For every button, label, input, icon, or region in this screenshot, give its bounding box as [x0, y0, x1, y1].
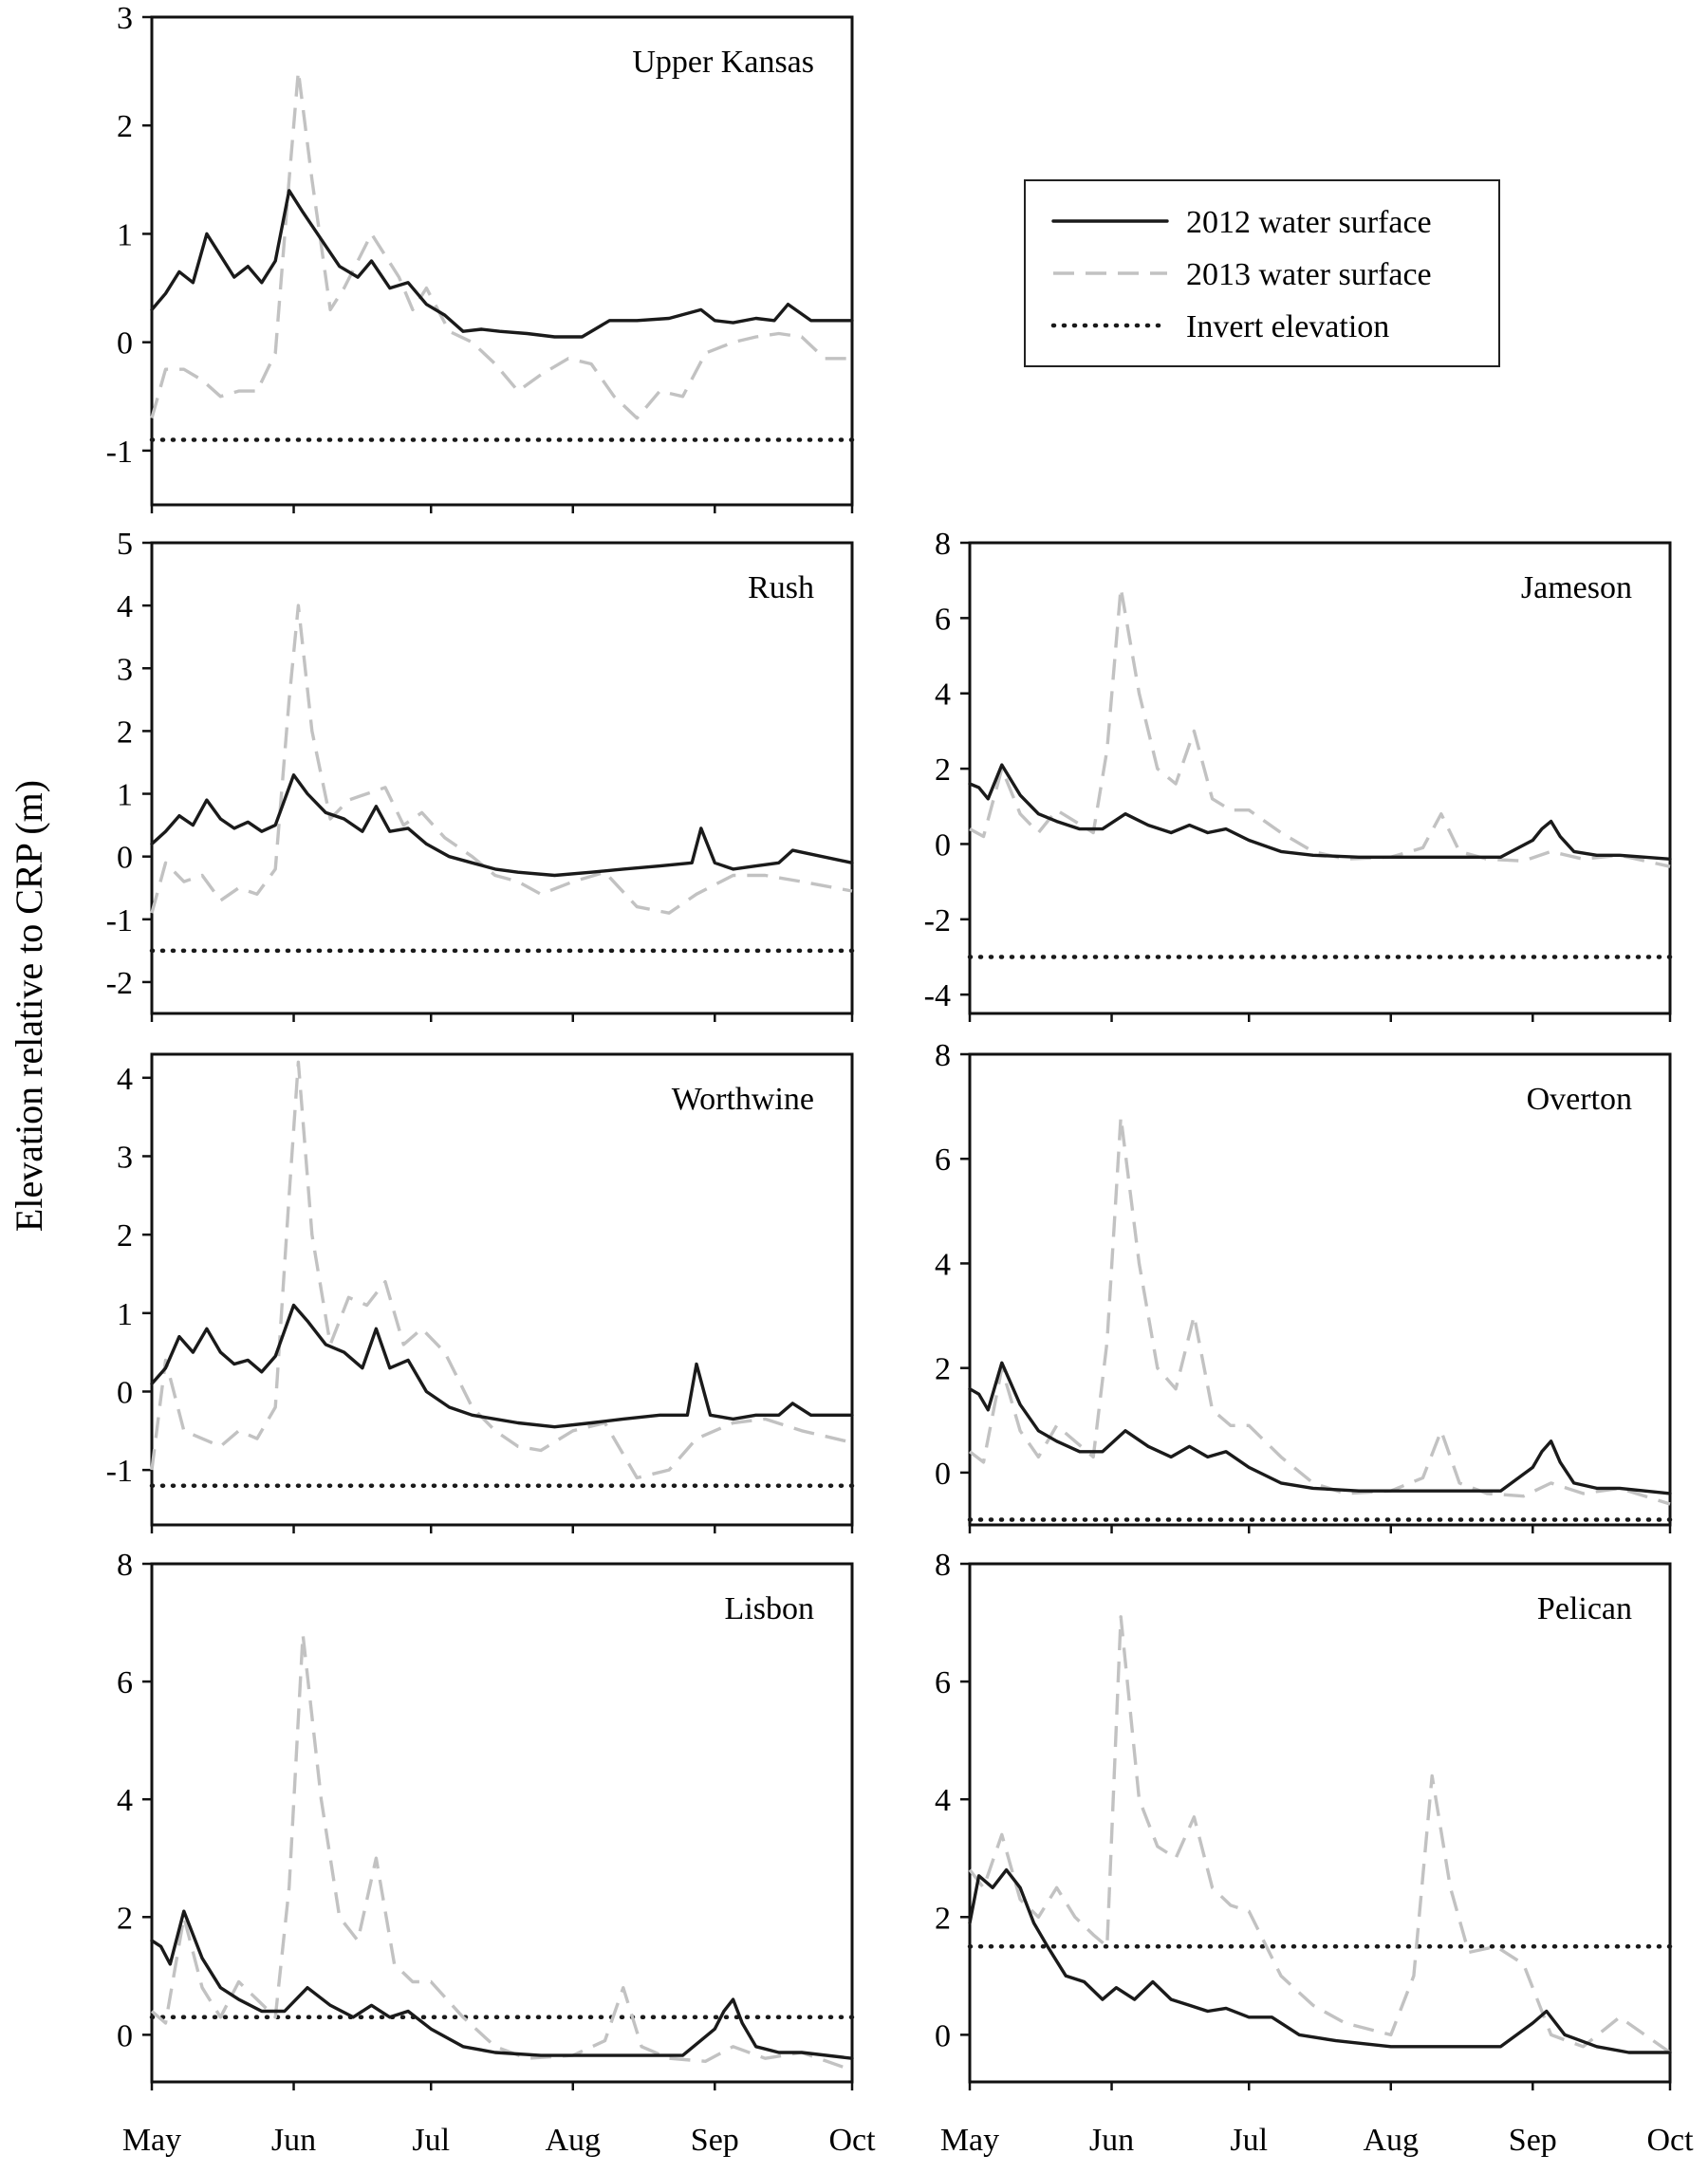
y-tick-label-rush: 3 — [117, 652, 133, 687]
y-tick-label-lisbon: 6 — [117, 1665, 133, 1700]
series-line-2012-water-surface-jameson — [968, 763, 1672, 861]
x-tick-label-pelican: Oct — [1646, 2123, 1694, 2158]
y-tick-label-overton: 4 — [935, 1247, 951, 1282]
y-tick-label-rush: -1 — [106, 903, 133, 938]
y-tick-label-worthwine: -1 — [106, 1454, 133, 1489]
legend-label-2013-water-surface: 2013 water surface — [1186, 257, 1432, 292]
x-tick-label-lisbon: Jul — [412, 2123, 450, 2158]
y-tick-label-overton: 8 — [935, 1038, 951, 1073]
y-tick-label-overton: 0 — [935, 1457, 951, 1492]
y-tick-label-pelican: 6 — [935, 1665, 951, 1700]
site-label-overton: Overton — [1527, 1082, 1632, 1117]
panel-frame-rush — [150, 541, 854, 1015]
x-tick-label-lisbon: Sep — [691, 2123, 739, 2158]
y-tick-label-jameson: 4 — [935, 678, 951, 713]
series-line-2013-water-surface-jameson — [969, 585, 1671, 868]
y-tick-label-jameson: -4 — [924, 978, 951, 1013]
y-tick-label-upper-kansas: 0 — [117, 326, 133, 362]
y-tick-label-pelican: 0 — [935, 2018, 951, 2053]
series-line-2012-water-surface-upper-kansas — [150, 189, 854, 339]
y-tick-label-jameson: 2 — [935, 752, 951, 788]
y-tick-label-rush: 5 — [117, 527, 133, 562]
x-tick-label-pelican: May — [940, 2123, 999, 2158]
x-tick-label-pelican: Sep — [1509, 2123, 1557, 2158]
y-tick-label-jameson: 6 — [935, 602, 951, 637]
series-line-2012-water-surface-overton — [968, 1361, 1672, 1495]
panel-frame-upper-kansas — [150, 15, 854, 507]
y-tick-label-pelican: 4 — [935, 1783, 951, 1818]
panel-frame-pelican — [968, 1562, 1672, 2084]
y-tick-label-rush: -2 — [106, 966, 133, 1001]
site-label-rush: Rush — [748, 570, 814, 605]
legend-label-2012-water-surface: 2012 water surface — [1186, 205, 1432, 240]
y-tick-label-pelican: 8 — [935, 1548, 951, 1583]
y-tick-label-worthwine: 1 — [117, 1297, 133, 1332]
series-line-2012-water-surface-lisbon — [150, 1909, 854, 2060]
panel-frame-worthwine — [150, 1052, 854, 1527]
site-label-pelican: Pelican — [1537, 1591, 1632, 1626]
y-tick-label-lisbon: 4 — [117, 1783, 133, 1818]
y-tick-label-upper-kansas: 1 — [117, 217, 133, 252]
x-tick-label-lisbon: Jun — [271, 2123, 316, 2158]
site-label-upper-kansas: Upper Kansas — [632, 45, 814, 80]
y-tick-label-worthwine: 0 — [117, 1375, 133, 1410]
y-tick-label-rush: 4 — [117, 589, 133, 624]
y-tick-label-upper-kansas: 3 — [117, 1, 133, 36]
series-line-2013-water-surface-pelican — [968, 1615, 1671, 2054]
x-tick-label-lisbon: Oct — [828, 2123, 876, 2158]
site-label-lisbon: Lisbon — [725, 1591, 814, 1626]
series-line-2012-water-surface-worthwine — [150, 1303, 854, 1429]
panel-frame-jameson — [968, 541, 1672, 1015]
y-tick-label-lisbon: 8 — [117, 1548, 133, 1583]
legend-label-invert-elevation: Invert elevation — [1186, 309, 1389, 344]
y-tick-label-overton: 2 — [935, 1352, 951, 1387]
x-tick-label-lisbon: May — [122, 2123, 181, 2158]
panel-frame-lisbon — [150, 1562, 854, 2084]
site-label-jameson: Jameson — [1521, 570, 1632, 605]
series-line-2013-water-surface-worthwine — [150, 1060, 853, 1480]
series-line-2013-water-surface-lisbon — [150, 1632, 853, 2072]
y-tick-label-lisbon: 0 — [117, 2018, 133, 2053]
y-tick-label-overton: 6 — [935, 1142, 951, 1178]
series-line-2013-water-surface-upper-kansas — [150, 69, 852, 420]
series-line-2012-water-surface-pelican — [968, 1867, 1672, 2054]
y-tick-label-jameson: 8 — [935, 527, 951, 562]
y-tick-label-lisbon: 2 — [117, 1901, 133, 1936]
y-tick-label-worthwine: 2 — [117, 1218, 133, 1254]
y-tick-label-worthwine: 3 — [117, 1140, 133, 1175]
y-tick-label-jameson: -2 — [924, 903, 951, 938]
y-axis-title: Elevation relative to CRP (m) — [8, 780, 50, 1232]
y-tick-label-jameson: 0 — [935, 827, 951, 863]
site-label-worthwine: Worthwine — [672, 1082, 814, 1117]
x-tick-label-lisbon: Aug — [545, 2123, 601, 2158]
x-tick-label-pelican: Jul — [1230, 2123, 1268, 2158]
y-tick-label-rush: 2 — [117, 715, 133, 750]
series-line-2012-water-surface-rush — [150, 773, 854, 878]
y-tick-label-upper-kansas: -1 — [106, 435, 133, 470]
x-tick-label-pelican: Aug — [1363, 2123, 1419, 2158]
y-tick-label-pelican: 2 — [935, 1901, 951, 1936]
y-tick-label-upper-kansas: 2 — [117, 109, 133, 144]
series-line-2013-water-surface-rush — [150, 604, 853, 915]
panel-frame-overton — [968, 1052, 1672, 1527]
y-tick-label-worthwine: 4 — [117, 1062, 133, 1097]
y-tick-label-rush: 0 — [117, 841, 133, 876]
series-line-2013-water-surface-overton — [968, 1115, 1671, 1506]
x-tick-label-pelican: Jun — [1089, 2123, 1134, 2158]
y-tick-label-rush: 1 — [117, 778, 133, 813]
